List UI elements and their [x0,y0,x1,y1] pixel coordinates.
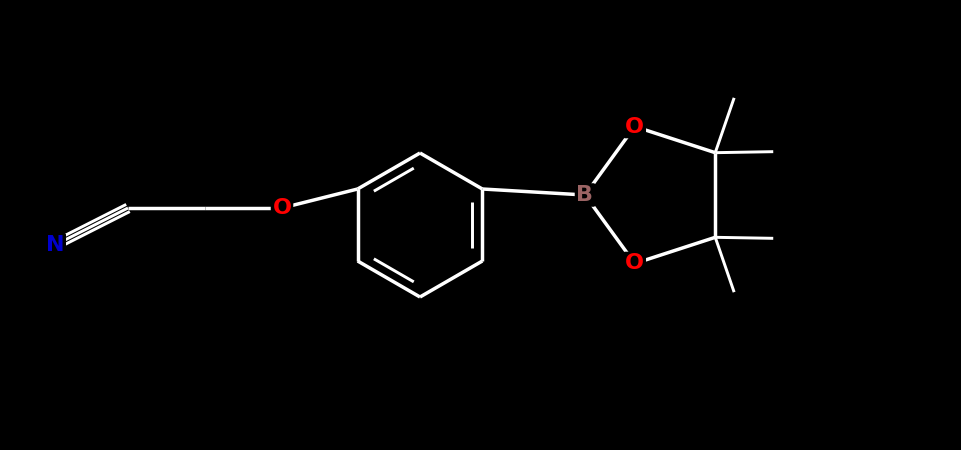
Text: O: O [625,253,644,274]
Text: N: N [46,235,64,255]
Text: O: O [625,117,644,136]
Text: O: O [272,198,291,218]
Text: B: B [576,185,593,205]
